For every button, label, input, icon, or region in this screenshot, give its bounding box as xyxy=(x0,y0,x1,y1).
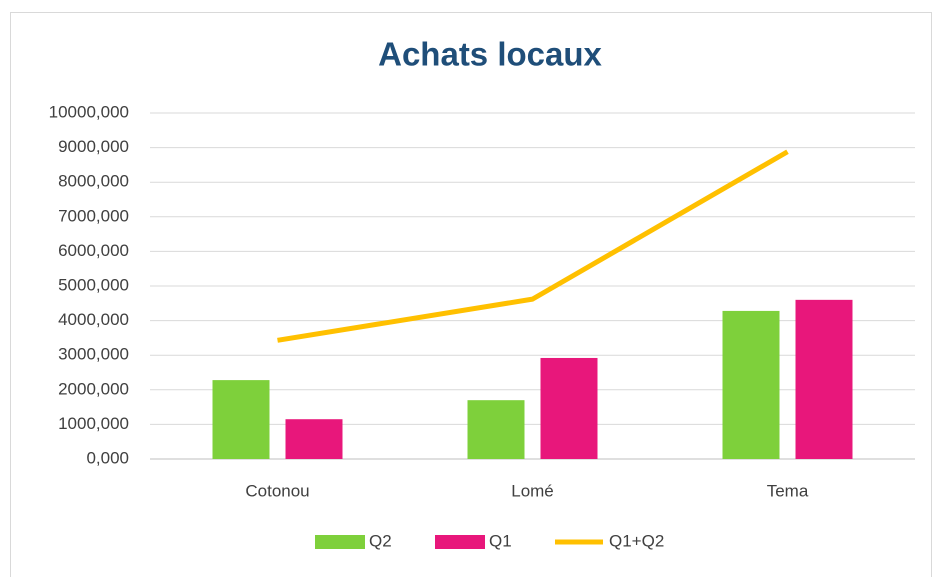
bar xyxy=(285,419,343,459)
y-tick-label: 4000,000 xyxy=(58,310,129,329)
bar xyxy=(795,299,853,459)
y-tick-label: 2000,000 xyxy=(58,379,129,398)
y-tick-label: 7000,000 xyxy=(58,206,129,225)
y-tick-label: 0,000 xyxy=(86,448,129,467)
legend-label: Q1 xyxy=(489,531,512,550)
x-tick-label: Tema xyxy=(767,481,809,500)
legend-label: Q2 xyxy=(369,531,392,550)
legend-swatch xyxy=(315,535,365,549)
bar xyxy=(722,310,780,459)
x-tick-label: Cotonou xyxy=(245,481,309,500)
y-tick-label: 9000,000 xyxy=(58,137,129,156)
legend-label: Q1+Q2 xyxy=(609,531,664,550)
legend-swatch xyxy=(435,535,485,549)
y-tick-label: 1000,000 xyxy=(58,414,129,433)
y-tick-label: 3000,000 xyxy=(58,345,129,364)
chart-border xyxy=(10,12,932,577)
chart-title: Achats locaux xyxy=(378,36,602,73)
x-tick-label: Lomé xyxy=(511,481,554,500)
bar xyxy=(540,357,598,459)
bar xyxy=(467,400,525,459)
y-tick-label: 5000,000 xyxy=(58,275,129,294)
bar xyxy=(212,380,270,459)
line-series xyxy=(277,149,789,343)
y-tick-label: 6000,000 xyxy=(58,241,129,260)
y-tick-label: 10000,000 xyxy=(49,102,129,121)
y-tick-label: 8000,000 xyxy=(58,172,129,191)
